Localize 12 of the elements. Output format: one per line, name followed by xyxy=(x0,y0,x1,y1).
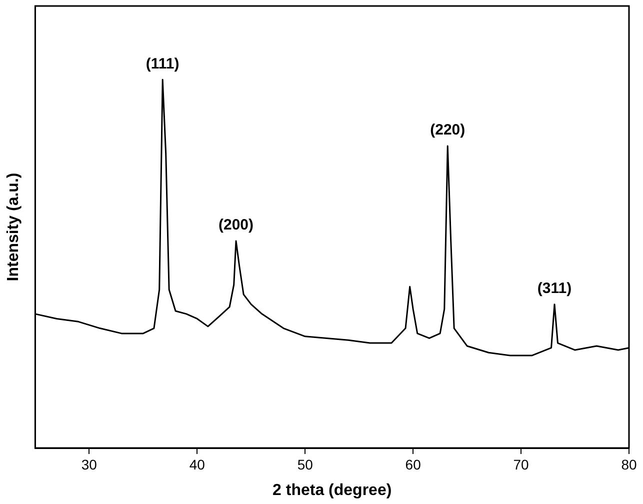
x-tick-label: 50 xyxy=(297,456,314,472)
x-tick-label: 80 xyxy=(621,456,637,472)
annotation: (200) xyxy=(218,216,254,234)
x-tick-label: 60 xyxy=(405,456,422,472)
x-axis-title: 2 theta (degree) xyxy=(272,482,392,499)
x-tick-label: 30 xyxy=(81,456,98,472)
annotation: (220) xyxy=(430,122,466,139)
x-tick-label: 70 xyxy=(513,456,530,472)
annotation: (111) xyxy=(146,55,180,72)
y-axis-title: Intensity (a.u.) xyxy=(5,172,22,282)
x-tick-label: 40 xyxy=(189,456,206,472)
annotation: (311) xyxy=(537,280,572,297)
